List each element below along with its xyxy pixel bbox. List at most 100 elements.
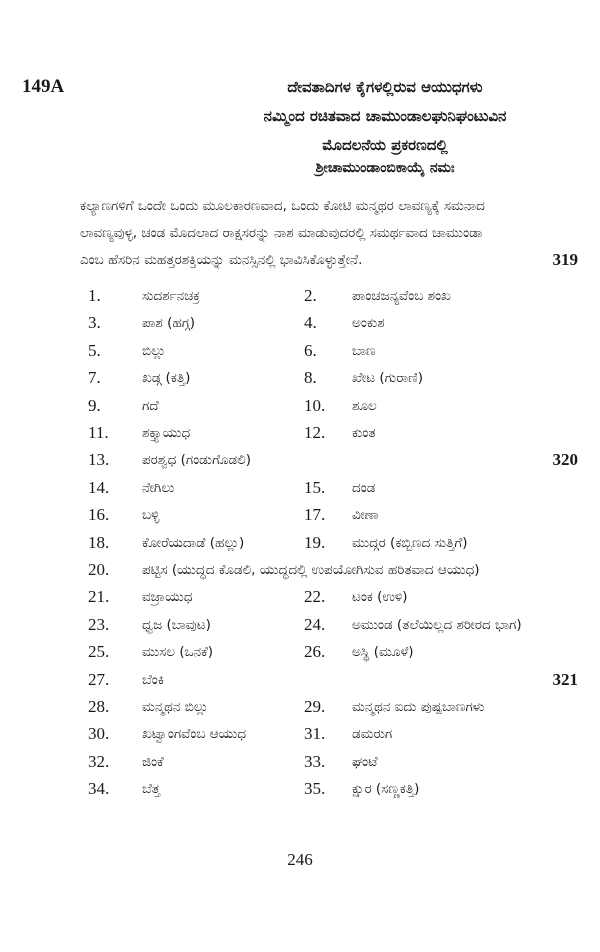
- item-number: 1.: [88, 286, 101, 305]
- item-number: 14.: [88, 477, 110, 497]
- item-name: ಅಂಕುಶ: [352, 315, 385, 332]
- item-name: ವೀಣಾ: [352, 507, 379, 524]
- paragraph-line: ಕಲ್ಯಾಣಗಳಿಗೆ ಒಂದೇ ಒಂದು ಮೂಲಕಾರಣವಾದ, ಒಂದು ಕ…: [80, 198, 485, 214]
- item-name: ಬಿಲ್ಲು: [142, 342, 166, 359]
- item-name: ಅಸ್ಥಿ (ಮೂಳೆ): [352, 644, 414, 661]
- list-row: 25. ಮುಸಲ (ಒನಕೆ) 26. ಅಸ್ಥಿ (ಮೂಳೆ): [0, 642, 600, 669]
- verse-number: 320: [552, 450, 579, 470]
- item-number: 20.: [88, 560, 110, 579]
- list-row: 13. ಪರಶ್ವಧ (ಗಂಡುಗೊಡಲಿ) 320: [0, 450, 600, 477]
- item-number: 11.: [88, 423, 109, 442]
- item-number: 9.: [88, 395, 101, 415]
- item-number: 31.: [304, 724, 326, 744]
- item-name: ಪಾಂಚಜನ್ಯವೆಂಬ ಶಂಖ: [352, 288, 451, 304]
- list-row: 32. ಜಿಂಕೆ 33. ಘಂಟೆ: [0, 752, 600, 779]
- item-name: ಧ್ವಜ (ಬಾವುಟ): [142, 616, 211, 633]
- page-subtitle: ನಮ್ಮಿಂದ ರಚಿತವಾದ ಚಾಮುಂಡಾಲಘುನಿಘಂಟುವಿನ: [263, 107, 507, 125]
- item-number: 5.: [88, 340, 101, 360]
- item-number: 8.: [304, 368, 317, 388]
- item-name: ಮುಸಲ (ಒನಕೆ): [142, 644, 214, 661]
- item-name: ಖಡ್ಗ (ಕತ್ತಿ): [142, 370, 191, 387]
- item-number: 13.: [88, 450, 110, 470]
- item-number: 12.: [304, 423, 326, 442]
- item-number: 4.: [304, 313, 317, 333]
- item-number: 34.: [88, 779, 110, 799]
- list-row: 21. ವಜ್ರಾಯುಧ 22. ಟಂಕ (ಉಳಿ): [0, 587, 600, 614]
- item-number: 25.: [88, 642, 110, 662]
- paragraph-line: ಲಾವಣ್ಯವುಳ್ಳ, ಚಂಡ ಮೊದಲಾದ ರಾಕ್ಷಸರನ್ನು ನಾಶ …: [80, 225, 483, 241]
- item-number: 10.: [304, 395, 326, 415]
- item-number: 30.: [88, 724, 110, 744]
- item-number: 15.: [304, 477, 326, 497]
- list-row: 18. ಕೋರೆಯದಾಡೆ (ಹಲ್ಲು) 19. ಮುದ್ಗರ (ಕಬ್ಬಿಣದ ಸ…: [0, 533, 600, 560]
- list-row: 30. ಖಟ್ವಾಂಗವೆಂಬ ಆಯುಧ 31. ಡಮರುಗ: [0, 724, 600, 751]
- item-name: ನೇಗಿಲು: [142, 479, 175, 496]
- item-number: 2.: [304, 286, 317, 305]
- item-name: ವಜ್ರಾಯುಧ: [142, 589, 193, 606]
- list-row: 7. ಖಡ್ಗ (ಕತ್ತಿ) 8. ಖೇಟ (ಗುರಾಣಿ): [0, 368, 600, 395]
- list-row: 5. ಬಿಲ್ಲು 6. ಬಾಣ: [0, 341, 600, 368]
- item-number: 16.: [88, 505, 110, 525]
- item-name: ಪಟ್ಟಿಸ (ಯುದ್ಧದ ಕೊಡಲಿ, ಯುದ್ಧದಲ್ಲಿ ಉಪಯೋಗಿಸ…: [142, 562, 480, 578]
- item-number: 22.: [304, 587, 326, 607]
- item-number: 27.: [88, 669, 110, 689]
- item-name: ಕ್ಷುರ (ಸಣ್ಣಕತ್ತಿ): [352, 781, 420, 798]
- list-row: 14. ನೇಗಿಲು 15. ದಂಡ: [0, 478, 600, 505]
- list-row: 1. ಸುದರ್ಶನಚಕ್ರ 2. ಪಾಂಚಜನ್ಯವೆಂಬ ಶಂಖ: [0, 286, 600, 313]
- item-name: ಸುದರ್ಶನಚಕ್ರ: [142, 288, 200, 304]
- item-name: ಪಾಶ (ಹಗ್ಗ): [142, 315, 196, 332]
- list-row: 3. ಪಾಶ (ಹಗ್ಗ) 4. ಅಂಕುಶ: [0, 313, 600, 340]
- item-name: ದಂಡ: [352, 479, 376, 496]
- item-number: 19.: [304, 532, 326, 552]
- item-number: 7.: [88, 368, 101, 388]
- verse-number: 321: [552, 669, 579, 689]
- item-name: ಬಳ್ಳಿ: [142, 507, 160, 524]
- item-number: 29.: [304, 697, 326, 716]
- item-number: 23.: [88, 614, 110, 634]
- item-name: ಖಟ್ವಾಂಗವೆಂಬ ಆಯುಧ: [142, 726, 247, 743]
- page-number: 246: [287, 850, 313, 869]
- list-row: 9. ಗದೆ 10. ಶೂಲ: [0, 396, 600, 423]
- item-number: 26.: [304, 642, 326, 662]
- item-number: 18.: [88, 532, 110, 552]
- item-name: ಟಂಕ (ಉಳಿ): [352, 589, 408, 606]
- list-row: 34. ಬೆತ್ತ 35. ಕ್ಷುರ (ಸಣ್ಣಕತ್ತಿ): [0, 779, 600, 806]
- paragraph-line: ಎಂಬ ಹೆಸರಿನ ಮಹತ್ತರಶಕ್ತಿಯನ್ನು ಮನಸ್ಸಿನಲ್ಲಿ …: [80, 252, 363, 268]
- item-name: ಅಮುಂಡ (ತಲೆಯಿಲ್ಲದ ಶರೀರದ ಭಾಗ): [352, 616, 522, 633]
- verse-number: 319: [552, 250, 579, 269]
- item-name: ಖೇಟ (ಗುರಾಣಿ): [352, 370, 423, 387]
- list-row: 11. ಶಕ್ತ್ಯಾಯುಧ 12. ಕುಂತ: [0, 423, 600, 450]
- item-name: ಜಿಂಕೆ: [142, 753, 164, 770]
- list-row: 23. ಧ್ವಜ (ಬಾವುಟ) 24. ಅಮುಂಡ (ತಲೆಯಿಲ್ಲದ ಶರೀರದ…: [0, 615, 600, 642]
- item-name: ಕೋರೆಯದಾಡೆ (ಹಲ್ಲು): [142, 534, 245, 551]
- item-name: ಮನ್ಮಥನ ಬಿಲ್ಲು: [142, 699, 209, 715]
- item-number: 21.: [88, 587, 110, 607]
- item-number: 3.: [88, 313, 101, 333]
- list-row: 20. ಪಟ್ಟಿಸ (ಯುದ್ಧದ ಕೊಡಲಿ, ಯುದ್ಧದಲ್ಲಿ ಉಪಯೋ…: [0, 560, 600, 587]
- item-name: ಬೆತ್ತ: [142, 781, 161, 798]
- item-number: 6.: [304, 340, 317, 360]
- item-name: ಬಾಣ: [352, 342, 376, 359]
- item-number: 35.: [304, 779, 326, 799]
- item-name: ಶಕ್ತ್ಯಾಯುಧ: [142, 425, 191, 441]
- item-name: ಗದೆ: [142, 397, 159, 414]
- item-name: ಘಂಟೆ: [352, 753, 378, 770]
- item-number: 24.: [304, 614, 326, 634]
- invocation-line: ಶ್ರೀಚಾಮುಂಡಾಂಬಿಕಾಯೈ ನಮಃ: [315, 160, 455, 176]
- item-name: ಶೂಲ: [352, 397, 377, 414]
- item-code: 149A: [22, 76, 65, 97]
- list-row: 27. ಬೆಂಕಿ 321: [0, 670, 600, 697]
- item-name: ಪರಶ್ವಧ (ಗಂಡುಗೊಡಲಿ): [142, 452, 251, 469]
- page-subtitle: ಮೊದಲನೆಯ ಪ್ರಕರಣದಲ್ಲಿ: [322, 136, 448, 154]
- item-name: ಮನ್ಮಥನ ಐದು ಪುಷ್ಪಬಾಣಗಳು: [352, 699, 485, 715]
- item-number: 17.: [304, 505, 326, 525]
- item-number: 33.: [304, 751, 326, 771]
- item-name: ಮುದ್ಗರ (ಕಬ್ಬಿಣದ ಸುತ್ತಿಗೆ): [352, 534, 468, 551]
- item-number: 32.: [88, 751, 110, 771]
- list-row: 28. ಮನ್ಮಥನ ಬಿಲ್ಲು 29. ಮನ್ಮಥನ ಐದು ಪುಷ್ಪಬಾಣಗಳ…: [0, 697, 600, 724]
- page-title: ದೇವತಾದಿಗಳ ಕೈಗಳಲ್ಲಿರುವ ಆಯುಧಗಳು: [287, 78, 483, 96]
- item-number: 28.: [88, 697, 110, 716]
- item-name: ಬೆಂಕಿ: [142, 671, 165, 688]
- item-name: ಕುಂತ: [352, 425, 376, 441]
- list-row: 16. ಬಳ್ಳಿ 17. ವೀಣಾ: [0, 505, 600, 532]
